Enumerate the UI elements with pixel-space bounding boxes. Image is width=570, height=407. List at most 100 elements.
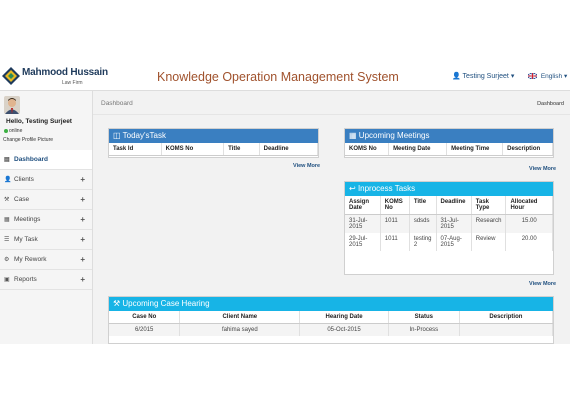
column-header[interactable]: Task Type bbox=[471, 196, 507, 215]
inprocess-tasks-panel: ↩ Inprocess Tasks Assign Date KOMS No Ti… bbox=[344, 181, 554, 275]
table-row[interactable]: 6/2015 fahima sayed 05-Oct-2015 In-Proce… bbox=[109, 323, 554, 336]
column-header[interactable]: Assign Date bbox=[345, 196, 381, 215]
folder-icon: ▣ bbox=[4, 277, 10, 283]
panel-title: Upcoming Case Hearing bbox=[122, 299, 210, 308]
breadcrumb-current[interactable]: Dashboard bbox=[537, 101, 564, 107]
column-header[interactable]: Client Name bbox=[179, 311, 301, 324]
plus-icon[interactable]: + bbox=[80, 195, 85, 204]
column-header[interactable]: Description bbox=[459, 311, 554, 324]
table-cell: 1011 bbox=[380, 233, 410, 251]
inprocess-tasks-table: Assign Date KOMS No Title Deadline Task … bbox=[345, 196, 553, 251]
app-window: Mahmood Hussain Law Firm Knowledge Opera… bbox=[0, 63, 570, 344]
panel-header: ⚒ Upcoming Case Hearing bbox=[109, 297, 553, 311]
sidebar-item-label: My Task bbox=[14, 236, 38, 243]
plus-icon[interactable]: + bbox=[80, 255, 85, 264]
page-title: Dashboard bbox=[101, 100, 133, 107]
todays-task-panel: ◫ Today'sTask Task Id KOMS No Title Dead… bbox=[108, 128, 319, 158]
column-header[interactable]: Meeting Time bbox=[446, 143, 504, 156]
sidebar-item-clients[interactable]: 👤 Clients + bbox=[0, 170, 92, 190]
user-icon: 👤 bbox=[4, 177, 12, 183]
gavel-icon: ⚒ bbox=[113, 299, 121, 308]
table-row[interactable]: 31-Jul-2015 1011 sdsds 31-Jul-2015 Resea… bbox=[345, 214, 553, 233]
sidebar-item-reports[interactable]: ▣ Reports + bbox=[0, 270, 92, 290]
avatar[interactable] bbox=[4, 96, 20, 114]
view-more-link[interactable]: View More bbox=[529, 281, 557, 287]
sidebar-item-case[interactable]: ⚒ Case + bbox=[0, 190, 92, 210]
column-header[interactable]: Task Id bbox=[109, 143, 162, 156]
panel-title: Inprocess Tasks bbox=[357, 184, 416, 193]
column-header[interactable]: Allocated Hour bbox=[505, 196, 553, 215]
table-cell: 20.00 bbox=[505, 233, 553, 251]
plus-icon[interactable]: + bbox=[80, 175, 85, 184]
calendar-icon: ▦ bbox=[4, 217, 10, 223]
uk-flag-icon bbox=[528, 73, 537, 79]
table-cell bbox=[459, 323, 554, 336]
online-status: online bbox=[4, 128, 22, 134]
view-more-link[interactable]: View More bbox=[293, 163, 321, 169]
sidebar: Hello, Testing Surjeet online Change Pro… bbox=[0, 91, 93, 344]
table-cell: sdsds bbox=[409, 214, 437, 233]
firm-logo[interactable]: Mahmood Hussain Law Firm bbox=[2, 65, 108, 89]
user-name: Testing Surjeet bbox=[462, 73, 509, 80]
caret-down-icon: ▾ bbox=[510, 73, 515, 80]
sidebar-item-label: Case bbox=[14, 196, 30, 203]
column-header[interactable]: Meeting Date bbox=[388, 143, 448, 156]
view-more-link[interactable]: View More bbox=[529, 166, 557, 172]
case-hearing-table: Case No Client Name Hearing Date Status … bbox=[109, 311, 554, 336]
panel-title: Today'sTask bbox=[122, 131, 166, 140]
column-header[interactable]: Description bbox=[502, 143, 553, 156]
column-header[interactable]: KOMS No bbox=[345, 143, 390, 156]
change-profile-picture-link[interactable]: Change Profile Picture bbox=[3, 137, 54, 143]
sidebar-item-my-task[interactable]: ☰ My Task + bbox=[0, 230, 92, 250]
calendar-icon: ▦ bbox=[349, 131, 357, 140]
column-header[interactable]: Status bbox=[388, 311, 460, 324]
plus-icon[interactable]: + bbox=[80, 215, 85, 224]
table-cell: 6/2015 bbox=[109, 323, 181, 336]
sidebar-item-label: Clients bbox=[14, 176, 34, 183]
column-header[interactable]: Hearing Date bbox=[299, 311, 389, 324]
greeting-text: Hello, Testing Surjeet bbox=[6, 118, 72, 125]
plus-icon[interactable]: + bbox=[80, 235, 85, 244]
upcoming-meetings-panel: ▦ Upcoming Meetings KOMS No Meeting Date… bbox=[344, 128, 554, 158]
table-cell: 1011 bbox=[380, 214, 410, 233]
sidebar-item-dashboard[interactable]: ▤ Dashboard bbox=[0, 150, 92, 170]
upcoming-case-hearing-panel: ⚒ Upcoming Case Hearing Case No Client N… bbox=[108, 296, 554, 344]
panel-header: ◫ Today'sTask bbox=[109, 129, 318, 143]
dashboard-icon: ▤ bbox=[4, 157, 10, 163]
table-cell: fahima sayed bbox=[179, 323, 301, 336]
column-header[interactable]: Deadline bbox=[436, 196, 472, 215]
logo-name: Mahmood Hussain bbox=[22, 67, 108, 78]
sidebar-item-label: Dashboard bbox=[14, 156, 48, 163]
table-cell: Review bbox=[471, 233, 507, 251]
column-header[interactable]: Title bbox=[409, 196, 437, 215]
column-header[interactable]: KOMS No bbox=[380, 196, 410, 215]
column-header[interactable]: Deadline bbox=[259, 143, 319, 156]
breadcrumb: Dashboard Dashboard bbox=[93, 91, 570, 115]
column-header[interactable]: Title bbox=[223, 143, 260, 156]
table-cell: 15.00 bbox=[505, 214, 553, 233]
sidebar-item-my-rework[interactable]: ⚙ My Rework + bbox=[0, 250, 92, 270]
meetings-table: KOMS No Meeting Date Meeting Time Descri… bbox=[345, 143, 553, 156]
table-cell: testing 2 bbox=[409, 233, 437, 251]
table-cell: 07-Aug-2015 bbox=[436, 233, 472, 251]
todays-task-table: Task Id KOMS No Title Deadline bbox=[109, 143, 319, 156]
gears-icon: ⚙ bbox=[4, 257, 10, 263]
sidebar-item-label: Reports bbox=[14, 276, 37, 283]
language-dropdown[interactable]: English ▾ bbox=[528, 72, 567, 80]
app-title: Knowledge Operation Management System bbox=[157, 70, 399, 84]
language-label: English bbox=[540, 73, 563, 80]
online-dot-icon bbox=[4, 129, 8, 133]
column-header[interactable]: KOMS No bbox=[161, 143, 225, 156]
table-cell: 31-Jul-2015 bbox=[345, 214, 381, 233]
sidebar-item-meetings[interactable]: ▦ Meetings + bbox=[0, 210, 92, 230]
reply-icon: ↩ bbox=[349, 184, 356, 193]
column-header[interactable]: Case No bbox=[109, 311, 181, 324]
table-row[interactable]: 29-Jul-2015 1011 testing 2 07-Aug-2015 R… bbox=[345, 233, 553, 251]
table-cell: 29-Jul-2015 bbox=[345, 233, 381, 251]
user-dropdown[interactable]: 👤 Testing Surjeet ▾ bbox=[452, 72, 514, 80]
panel-title: Upcoming Meetings bbox=[358, 131, 430, 140]
caret-down-icon: ▾ bbox=[563, 73, 568, 80]
gavel-icon: ⚒ bbox=[4, 197, 10, 203]
plus-icon[interactable]: + bbox=[80, 275, 85, 284]
logo-subtitle: Law Firm bbox=[62, 80, 83, 86]
